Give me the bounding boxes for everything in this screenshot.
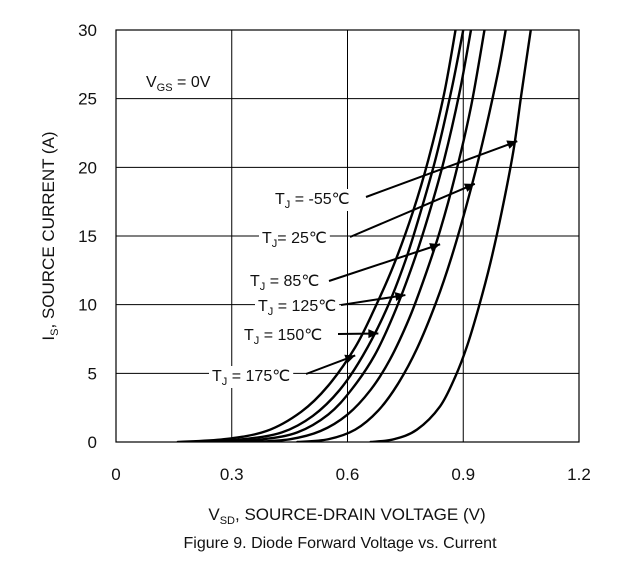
series-label-5: TJ = 175℃ [212, 368, 290, 388]
y-tick-label: 15 [78, 227, 97, 246]
annotation-label-bg [241, 325, 326, 347]
y-tick-label: 0 [88, 433, 97, 452]
annotation-arrowhead [394, 292, 406, 302]
y-tick-label: 25 [78, 90, 97, 109]
annotation-arrowhead [506, 140, 518, 149]
plot-frame [115, 29, 580, 443]
annotation-arrow [340, 294, 406, 306]
x-tick-label: 0 [111, 465, 120, 484]
series-line-2 [249, 30, 486, 442]
y-tick-label: 10 [78, 296, 97, 315]
curves [176, 30, 532, 442]
condition-label: VGS = 0V [146, 74, 211, 94]
annotation-label-bg [272, 189, 353, 211]
y-axis-label: IS, SOURCE CURRENT (A) [39, 131, 61, 340]
series-label-0: TJ = -55℃ [275, 191, 350, 211]
y-ticks: 0 5 10 15 20 25 30 [78, 21, 97, 452]
series-line-0 [369, 30, 532, 442]
annotation-label-bg [259, 228, 330, 250]
x-tick-label: 1.2 [567, 465, 591, 484]
x-ticks: 0 0.3 0.6 0.9 1.2 [111, 465, 591, 484]
x-axis-label: VSD, SOURCE-DRAIN VOLTAGE (V) [208, 505, 485, 527]
series-line-3 [218, 30, 473, 442]
annotation-arrow [365, 140, 518, 198]
series-line-5 [176, 30, 457, 442]
series-label-2: TJ = 85℃ [250, 273, 319, 293]
annotations: TJ = -55℃ TJ= 25℃ TJ = 85℃ TJ = 125℃ TJ = 15… [209, 140, 518, 388]
annotation-label-bg [255, 296, 340, 318]
y-tick-label: 20 [78, 158, 97, 177]
figure-caption: Figure 9. Diode Forward Voltage vs. Curr… [183, 535, 497, 552]
y-tick-label: 5 [88, 364, 97, 383]
x-tick-label: 0.3 [220, 465, 244, 484]
series-label-3: TJ = 125℃ [258, 298, 336, 318]
annotation-arrowhead [344, 354, 356, 364]
x-tick-label: 0.6 [336, 465, 360, 484]
annotation-arrow [349, 182, 476, 238]
y-tick-label: 30 [78, 21, 97, 40]
series-line-4 [199, 30, 465, 442]
annotation-label-bg [247, 271, 323, 293]
annotation-label-bg [209, 366, 294, 388]
series-line-1 [296, 30, 507, 442]
series-label-1: TJ= 25℃ [262, 230, 327, 250]
annotation-arrowhead [368, 329, 379, 339]
annotation-arrowhead [429, 243, 441, 252]
annotation-arrowhead [463, 183, 475, 192]
series-label-4: TJ = 150℃ [244, 327, 322, 347]
annotation-arrow [328, 243, 441, 282]
x-tick-label: 0.9 [451, 465, 475, 484]
